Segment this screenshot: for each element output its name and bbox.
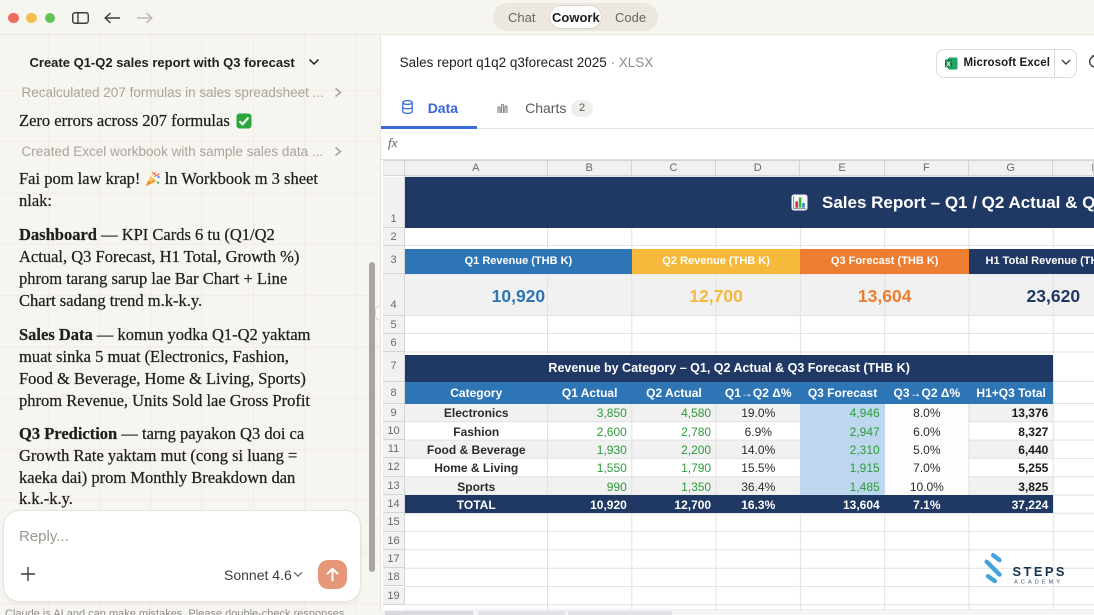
svg-text:X: X [946, 59, 951, 68]
svg-text:STEPS: STEPS [1013, 564, 1067, 579]
svg-text:ACADEMY: ACADEMY [1014, 580, 1063, 586]
